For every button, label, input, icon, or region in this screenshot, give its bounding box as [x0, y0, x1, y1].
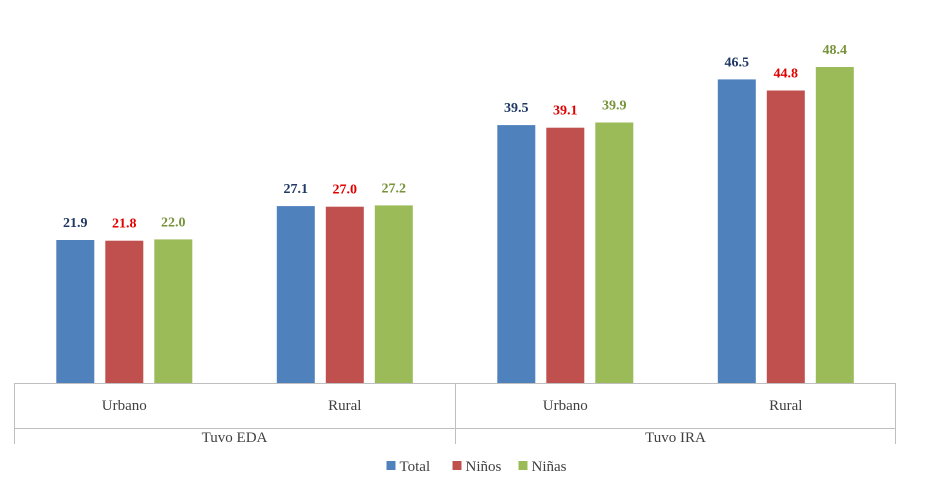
bars-layer [56, 67, 854, 384]
data-label-niños-3: 39.1 [553, 104, 578, 119]
data-label-niñas-3: 39.9 [602, 99, 627, 114]
legend-swatch-niños [452, 461, 462, 470]
bar-niñas-3 [595, 122, 634, 383]
data-label-niñas-4: 48.4 [823, 43, 848, 58]
bar-niñas-4 [815, 67, 854, 383]
tick-label-3: Urbano [543, 398, 588, 414]
legend-swatch-niñas [518, 461, 528, 470]
legend-swatch-total [386, 461, 396, 470]
data-label-niñas-1: 22.0 [161, 215, 186, 230]
legend-label-niñas: Niñas [532, 459, 567, 475]
bar-total-3 [497, 125, 536, 383]
data-label-total-1: 21.9 [63, 216, 88, 231]
bar-total-4 [717, 79, 756, 384]
bar-total-2 [276, 206, 315, 383]
bar-niñas-1 [154, 239, 193, 383]
data-label-total-2: 27.1 [284, 182, 309, 197]
bar-niños-4 [766, 90, 805, 383]
data-label-niñas-2: 27.2 [382, 181, 407, 196]
data-label-total-3: 39.5 [504, 101, 529, 116]
legend-label-niños: Niños [466, 459, 502, 475]
data-label-niños-1: 21.8 [112, 217, 137, 232]
bar-niños-3 [546, 127, 585, 383]
group-label-2: Tuvo IRA [645, 430, 706, 446]
bar-niños-2 [325, 206, 364, 383]
bar-niñas-2 [374, 205, 413, 383]
data-label-niños-4: 44.8 [774, 67, 799, 82]
group-label-1: Tuvo EDA [202, 430, 268, 446]
legend-label-total: Total [400, 459, 431, 475]
data-labels-layer: 21.9 21.8 22.0 27.1 27.0 27.2 39.5 39.1 39.9 46.5… [63, 43, 847, 232]
data-label-niños-2: 27.0 [333, 183, 358, 198]
bar-niños-1 [105, 240, 144, 383]
legend: Total Niños Niñas [386, 459, 567, 475]
tick-label-1: Urbano [102, 398, 147, 414]
category-axis: Urbano Rural Urbano Rural Tuvo EDA Tuvo IRA [14, 383, 896, 446]
data-label-total-4: 46.5 [725, 55, 750, 70]
bar-total-1 [56, 240, 95, 383]
tick-label-4: Rural [769, 398, 802, 414]
tick-label-2: Rural [328, 398, 361, 414]
